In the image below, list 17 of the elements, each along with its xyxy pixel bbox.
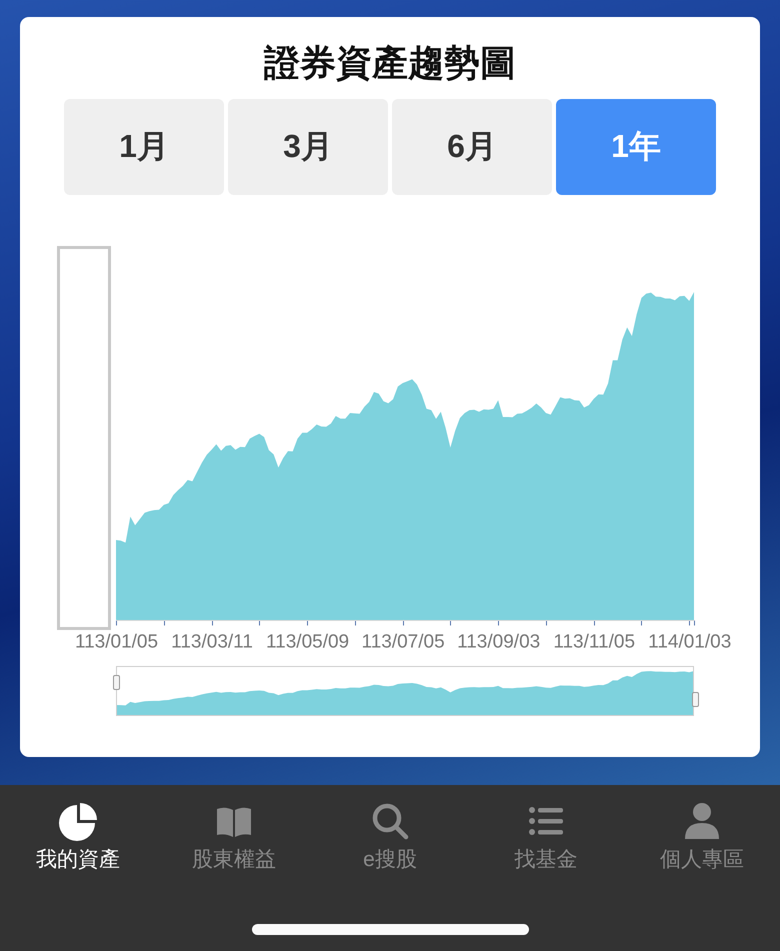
text: 個人專區 xyxy=(659,847,745,873)
text: 我的資產 xyxy=(35,847,121,873)
x-tick-label: 113/07/05 xyxy=(362,632,445,652)
button: 1月 xyxy=(64,99,224,195)
text: 股東權益 xyxy=(191,847,277,873)
button: 3月 xyxy=(228,99,388,195)
x-tick-label: 113/11/05 xyxy=(553,632,636,652)
button: 6月 xyxy=(392,99,552,195)
text: e搜股 xyxy=(362,847,418,873)
x-tick-label: 113/03/11 xyxy=(171,632,253,652)
text: 找基金 xyxy=(514,847,578,873)
button: 1年 xyxy=(556,99,716,195)
x-tick-label: 113/05/09 xyxy=(266,632,350,652)
x-tick-label: 113/09/03 xyxy=(457,632,540,652)
x-tick-label: 114/01/03 xyxy=(648,632,732,652)
x-tick-label: 113/01/05 xyxy=(74,632,158,652)
chart-title: 證券資產趨勢圖 xyxy=(262,41,517,85)
